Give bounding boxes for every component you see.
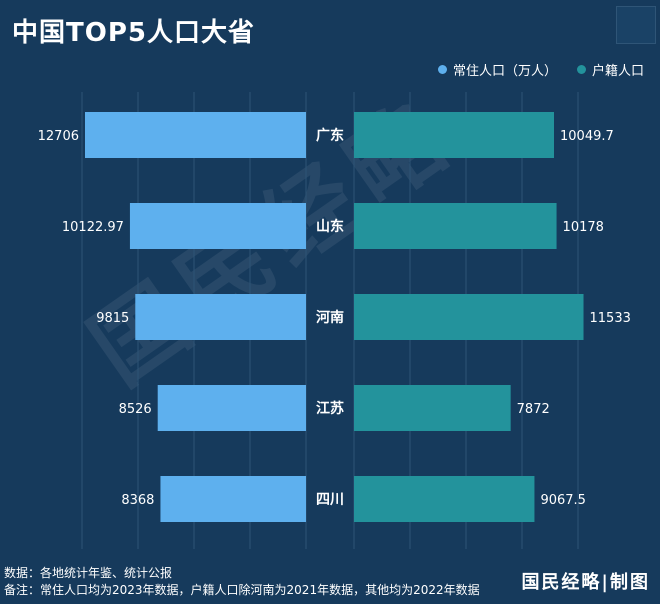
bar-household-1	[354, 203, 557, 249]
category-label-4: 四川	[316, 492, 344, 508]
data-label-resident-3: 8526	[119, 402, 152, 417]
corner-logo-box	[616, 6, 656, 44]
bar-resident-3	[157, 385, 306, 431]
data-label-resident-0: 12706	[38, 129, 79, 144]
category-label-3: 江苏	[316, 400, 344, 417]
brand-credit: 国民经略|制图	[521, 572, 650, 593]
legend: 常住人口（万人） 户籍人口	[437, 60, 644, 79]
footer-note: 备注：常住人口均为2023年数据，户籍人口除河南为2021年数据，其他均为202…	[4, 583, 480, 597]
legend-item-household: 户籍人口	[576, 60, 644, 79]
legend-label-resident: 常住人口（万人）	[452, 64, 557, 79]
data-label-resident-1: 10122.97	[62, 220, 124, 235]
legend-item-resident: 常住人口（万人）	[437, 60, 557, 79]
butterfly-bar-chart: 12706 10049.7 广东 10122.97 10178 山东 9815 11533 河南…	[38, 92, 631, 549]
bar-household-3	[354, 385, 511, 431]
legend-dot-household	[576, 65, 586, 74]
category-label-0: 广东	[316, 127, 344, 144]
legend-label-household: 户籍人口	[591, 64, 644, 79]
bar-household-0	[354, 112, 554, 158]
bar-resident-4	[160, 476, 306, 522]
bar-resident-1	[129, 203, 306, 249]
chart-title: 中国TOP5人口大省	[12, 18, 255, 48]
category-label-1: 山东	[316, 218, 344, 235]
data-label-household-3: 7872	[517, 402, 550, 417]
bar-resident-2	[135, 294, 306, 340]
footer-source: 数据：各地统计年鉴、统计公报	[4, 566, 173, 580]
data-label-resident-2: 9815	[96, 311, 129, 326]
data-label-household-4: 9067.5	[540, 493, 586, 508]
data-label-household-1: 10178	[563, 220, 604, 235]
bar-resident-0	[85, 112, 306, 158]
bar-household-2	[354, 294, 584, 340]
data-label-household-0: 10049.7	[560, 129, 614, 144]
category-label-2: 河南	[316, 309, 344, 326]
legend-dot-resident	[437, 65, 447, 74]
data-label-household-2: 11533	[590, 311, 631, 326]
footer: 数据：各地统计年鉴、统计公报 备注：常住人口均为2023年数据，户籍人口除河南为…	[4, 565, 480, 599]
data-label-resident-4: 8368	[121, 493, 154, 508]
bar-household-4	[354, 476, 535, 522]
